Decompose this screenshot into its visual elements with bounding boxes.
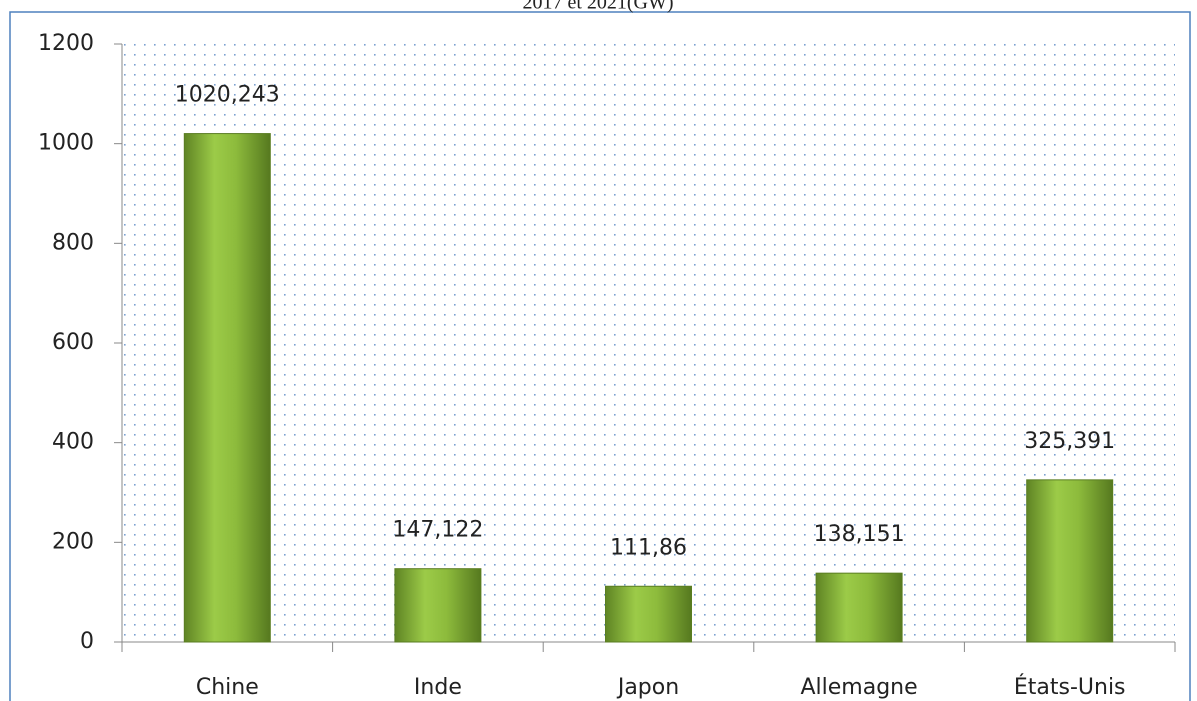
x-tick-label: Chine: [196, 675, 259, 700]
y-tick-label: 400: [52, 430, 94, 455]
y-tick-label: 800: [52, 230, 94, 255]
y-tick-label: 600: [52, 330, 94, 355]
x-tick-label: Allemagne: [801, 675, 918, 700]
x-tick-label: Japon: [616, 675, 679, 700]
bar: [605, 585, 692, 643]
x-tick-label: États-Unis: [1014, 674, 1126, 700]
bar: [815, 572, 903, 643]
y-tick-label: 200: [52, 529, 94, 554]
bar: [394, 568, 482, 643]
data-label: 147,122: [392, 518, 483, 543]
bar: [1026, 479, 1114, 643]
y-tick-label: 1000: [38, 131, 94, 156]
x-tick-label: Inde: [414, 675, 462, 700]
data-label: 138,151: [814, 522, 905, 547]
bar: [183, 133, 271, 643]
plot-area: [122, 44, 1175, 642]
chart-title: 2017 et 2021(GW): [522, 0, 673, 14]
data-label: 1020,243: [175, 83, 280, 108]
data-label: 111,86: [610, 535, 687, 560]
y-tick-label: 0: [80, 629, 94, 654]
y-tick-label: 1200: [38, 31, 94, 56]
data-label: 325,391: [1024, 429, 1115, 454]
